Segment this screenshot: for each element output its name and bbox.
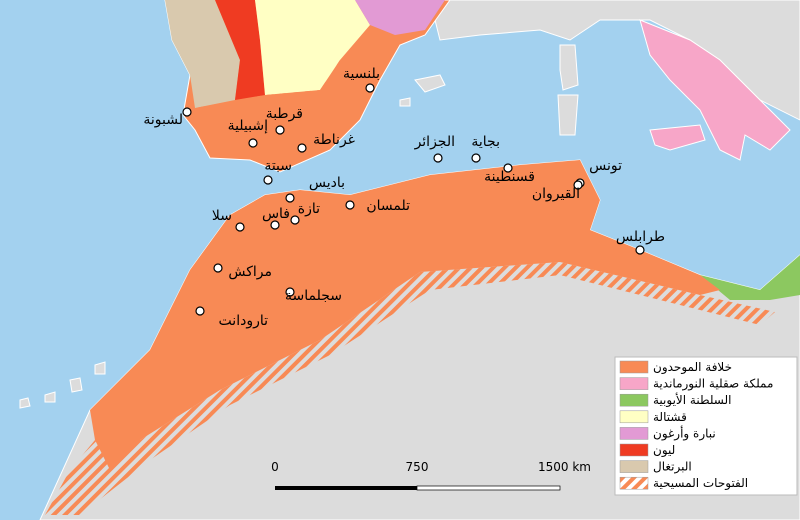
castile (255, 0, 370, 95)
scale-bar: 0 750 1500 km (271, 460, 591, 491)
city-dot (290, 215, 300, 225)
city-dot (365, 83, 375, 93)
city-dot (213, 263, 223, 273)
city-dot (270, 220, 280, 230)
city-dot (285, 287, 295, 297)
city-dot (433, 153, 443, 163)
legend-swatch (619, 377, 649, 390)
city-label: لشبونة (143, 112, 183, 128)
legend-label: السلطنة الأيوبية (653, 392, 732, 408)
canary (19, 361, 106, 409)
city-label: مراكش (228, 264, 272, 280)
legend-label: الفتوحات المسيحية (653, 476, 748, 491)
city-label: تازة (298, 201, 320, 217)
city-label: غرناطة (313, 132, 355, 148)
christian-conquests (195, 60, 355, 118)
legend-label: خلافة الموحدون (653, 360, 732, 375)
city-dot (471, 153, 481, 163)
ayyubid (700, 255, 800, 300)
legend-swatch (619, 360, 649, 374)
city-label: سجلماسة (285, 288, 342, 304)
almohad (90, 160, 720, 470)
city-dot (635, 245, 645, 255)
scale-label: 0 (271, 460, 279, 474)
navarre-aragon (355, 0, 445, 35)
city-label: قسنطينة (484, 169, 535, 185)
city-label: باديس (309, 175, 345, 191)
city-label: تارودانت (219, 313, 269, 329)
city-label: تلمسان (366, 198, 410, 214)
city-label: قرطبة (266, 106, 303, 122)
sicily (649, 124, 706, 151)
city-label: إشبيلية (228, 118, 269, 134)
city-label: القيروان (532, 186, 580, 202)
scale-label: 1500 km (538, 460, 591, 474)
city-label: الجزائر (414, 134, 455, 150)
city-label: طرابلس (616, 229, 665, 245)
legend-swatch (619, 393, 649, 407)
land (429, 0, 800, 121)
legend-label: قشتالة (653, 410, 687, 424)
city-dot (195, 306, 205, 316)
city-label: سبتة (264, 158, 292, 174)
legend-label: ليون (653, 443, 675, 458)
balearic (399, 74, 446, 107)
city-dot (503, 163, 513, 173)
city-dot (182, 107, 192, 117)
legend-label: نبارة وأرغون (653, 425, 716, 441)
portugal (165, 0, 240, 108)
city-label: سلا (212, 208, 232, 224)
legend-label: مملكة صقلية النورماندية (653, 377, 773, 392)
scale-label: 750 (406, 460, 429, 474)
legend: خلافة الموحدون مملكة صقلية النورمانديةالس… (614, 356, 798, 496)
legend-swatch (619, 460, 649, 473)
scale-segment (416, 485, 561, 491)
city-label: تونس (589, 158, 622, 174)
city-dot (275, 125, 285, 135)
legend-swatch (619, 410, 649, 424)
city-label: فاس (262, 206, 290, 222)
legend-label: البرتغال (653, 460, 692, 475)
city-label: بجاية (471, 134, 500, 150)
city-label: بلنسية (343, 66, 380, 82)
islands (557, 44, 579, 136)
city-dot (248, 138, 258, 148)
legend-swatch (619, 427, 649, 440)
city-dot (263, 175, 273, 185)
city-dot (345, 200, 355, 210)
city-dot (235, 222, 245, 232)
legend-swatch (619, 443, 649, 457)
city-dot (573, 180, 583, 190)
sicily-kingdom (639, 19, 791, 161)
leon (215, 0, 265, 100)
legend-swatch (619, 476, 649, 490)
city-dot (297, 143, 307, 153)
city-dot (285, 193, 295, 203)
